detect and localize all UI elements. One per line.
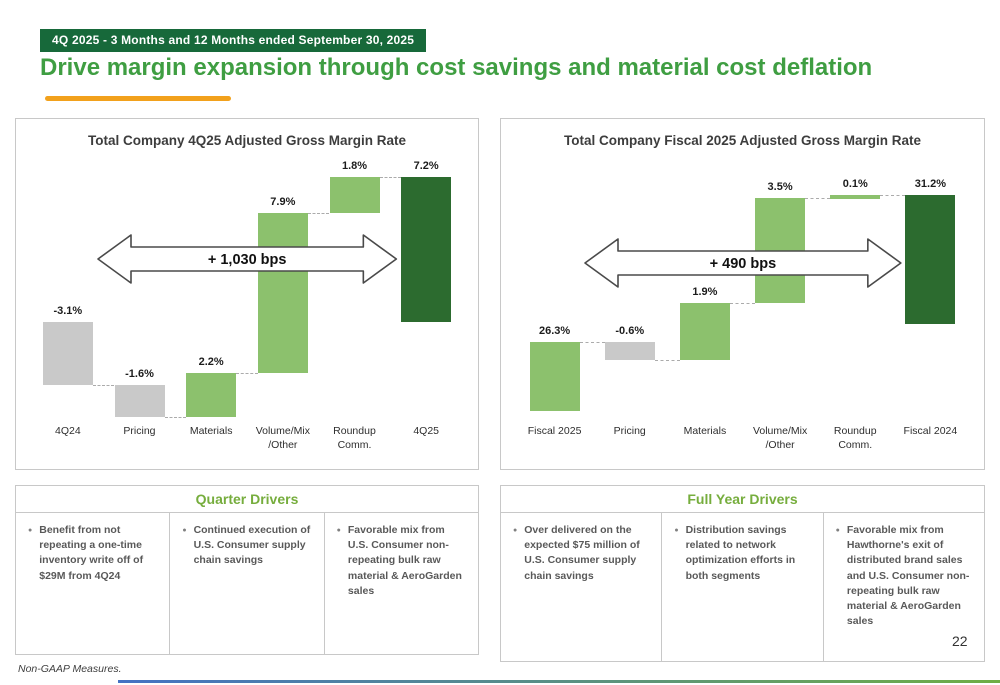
- bullet-icon: ●: [835, 527, 840, 534]
- waterfall-chart-quarter: -3.1% 4Q24 -1.6% Pricing 2.2% Materials 7.9% Vo…: [16, 119, 478, 469]
- bar-value-label: -0.6%: [615, 325, 645, 337]
- waterfall-bar-materials: [186, 372, 237, 417]
- bps-double-arrow: + 490 bps: [583, 238, 902, 288]
- waterfall-connector: [579, 342, 605, 343]
- bar-value-label: -3.1%: [53, 305, 83, 318]
- waterfall-connector: [307, 213, 330, 215]
- category-label: Pricing: [613, 425, 646, 437]
- waterfall-connector: [92, 384, 115, 386]
- arrow-shape: [97, 234, 397, 284]
- category-label: Materials: [189, 425, 233, 437]
- bps-double-arrow: + 1,030 bps: [97, 234, 397, 284]
- driver-text: Favorable mix from Hawthorne's exit of d…: [846, 524, 970, 628]
- bullet-icon: ●: [674, 527, 679, 534]
- driver-item: ● Favorable mix from U.S. Consumer non-r…: [325, 513, 478, 654]
- bar-value-label: 1.9%: [692, 286, 718, 298]
- waterfall-connector: [164, 417, 187, 418]
- waterfall-bar-4q25: [401, 177, 452, 323]
- waterfall-bar-pricing: [604, 342, 655, 360]
- waterfall-bar-fiscal-2024: [905, 195, 956, 324]
- waterfall-chart-fiscal: 26.3% Fiscal 2025 -0.6% Pricing 1.9% Material…: [501, 119, 984, 469]
- waterfall-connector: [729, 303, 756, 304]
- bullet-icon: ●: [182, 527, 187, 534]
- waterfall-connector: [805, 198, 831, 199]
- quarter-drivers-panel: Quarter Drivers ● Benefit from not repea…: [15, 485, 479, 655]
- bar-value-label: 31.2%: [914, 178, 946, 190]
- arrow-shape: [583, 238, 902, 288]
- bar-value-label: -1.6%: [125, 367, 154, 380]
- bar-value-label: 2.2%: [198, 355, 224, 368]
- driver-text: Distribution savings related to network …: [685, 524, 796, 582]
- full-year-drivers-panel: Full Year Drivers ● Over delivered on th…: [500, 485, 985, 662]
- category-label: Fiscal 2025: [527, 425, 582, 437]
- category-label: Roundup Comm.: [333, 425, 376, 451]
- category-label: Volume/Mix /Other: [255, 425, 310, 451]
- bullet-icon: ●: [28, 527, 33, 534]
- driver-text: Favorable mix from U.S. Consumer non-rep…: [347, 524, 462, 597]
- driver-item: ● Benefit from not repeating a one-time …: [16, 513, 171, 654]
- full-year-drivers-body: ● Over delivered on the expected $75 mil…: [501, 513, 984, 661]
- category-label: Pricing: [123, 425, 156, 437]
- waterfall-connector: [654, 360, 680, 361]
- title-underline: [45, 96, 231, 101]
- page-title: Drive margin expansion through cost savi…: [40, 54, 873, 81]
- chart-title-quarter: Total Company 4Q25 Adjusted Gross Margin…: [87, 133, 407, 148]
- chart-panel-fiscal: Total Company Fiscal 2025 Adjusted Gross…: [500, 118, 985, 470]
- page-number: 22: [952, 633, 968, 649]
- bar-value-label: 1.8%: [341, 160, 368, 172]
- waterfall-bar-roundup: [329, 177, 380, 214]
- bar-value-label: 3.5%: [767, 181, 793, 193]
- bar-value-label: 7.9%: [270, 196, 296, 209]
- full-year-drivers-title: Full Year Drivers: [501, 486, 984, 513]
- driver-text: Over delivered on the expected $75 milli…: [524, 524, 640, 582]
- waterfall-connector: [880, 195, 906, 196]
- waterfall-bar-4q24: [42, 322, 93, 385]
- bullet-icon: ●: [513, 527, 518, 534]
- footnote: Non-GAAP Measures.: [18, 663, 122, 675]
- driver-text: Continued execution of U.S. Consumer sup…: [193, 524, 311, 567]
- chart-panel-quarter: Total Company 4Q25 Adjusted Gross Margin…: [15, 118, 479, 470]
- bar-value-label: 7.2%: [413, 160, 439, 172]
- bar-value-label: 26.3%: [538, 325, 571, 337]
- category-label: Roundup Comm.: [833, 425, 877, 451]
- waterfall-connector: [379, 177, 402, 178]
- bottom-accent-bar: [118, 680, 1000, 683]
- bullet-icon: ●: [336, 527, 341, 534]
- category-label: Volume/Mix /Other: [752, 425, 808, 451]
- waterfall-bar-volume-mix: [257, 213, 308, 373]
- waterfall-bar-fiscal-2025: [529, 342, 580, 411]
- driver-text: Benefit from not repeating a one-time in…: [39, 524, 144, 582]
- category-label: Fiscal 2024: [903, 425, 958, 437]
- category-label: 4Q25: [413, 425, 439, 437]
- waterfall-bar-pricing: [114, 384, 165, 417]
- driver-item: ● Over delivered on the expected $75 mil…: [501, 513, 663, 661]
- bar-value-label: 0.1%: [842, 178, 868, 190]
- waterfall-connector: [236, 372, 258, 374]
- driver-item: ● Continued execution of U.S. Consumer s…: [170, 513, 325, 654]
- quarter-drivers-title: Quarter Drivers: [16, 486, 478, 513]
- driver-item: ● Distribution savings related to networ…: [662, 513, 824, 661]
- waterfall-bar-roundup: [830, 195, 881, 199]
- waterfall-bar-materials: [679, 303, 730, 360]
- quarter-drivers-body: ● Benefit from not repeating a one-time …: [16, 513, 478, 654]
- period-badge: 4Q 2025 - 3 Months and 12 Months ended S…: [40, 29, 427, 52]
- driver-item: ● Favorable mix from Hawthorne's exit of…: [824, 513, 984, 661]
- category-label: Materials: [683, 425, 727, 437]
- chart-title-fiscal: Total Company Fiscal 2025 Adjusted Gross…: [563, 133, 922, 148]
- bps-arrow-label: + 490 bps: [709, 256, 776, 272]
- category-label: 4Q24: [54, 425, 81, 437]
- bps-arrow-label: + 1,030 bps: [208, 252, 287, 268]
